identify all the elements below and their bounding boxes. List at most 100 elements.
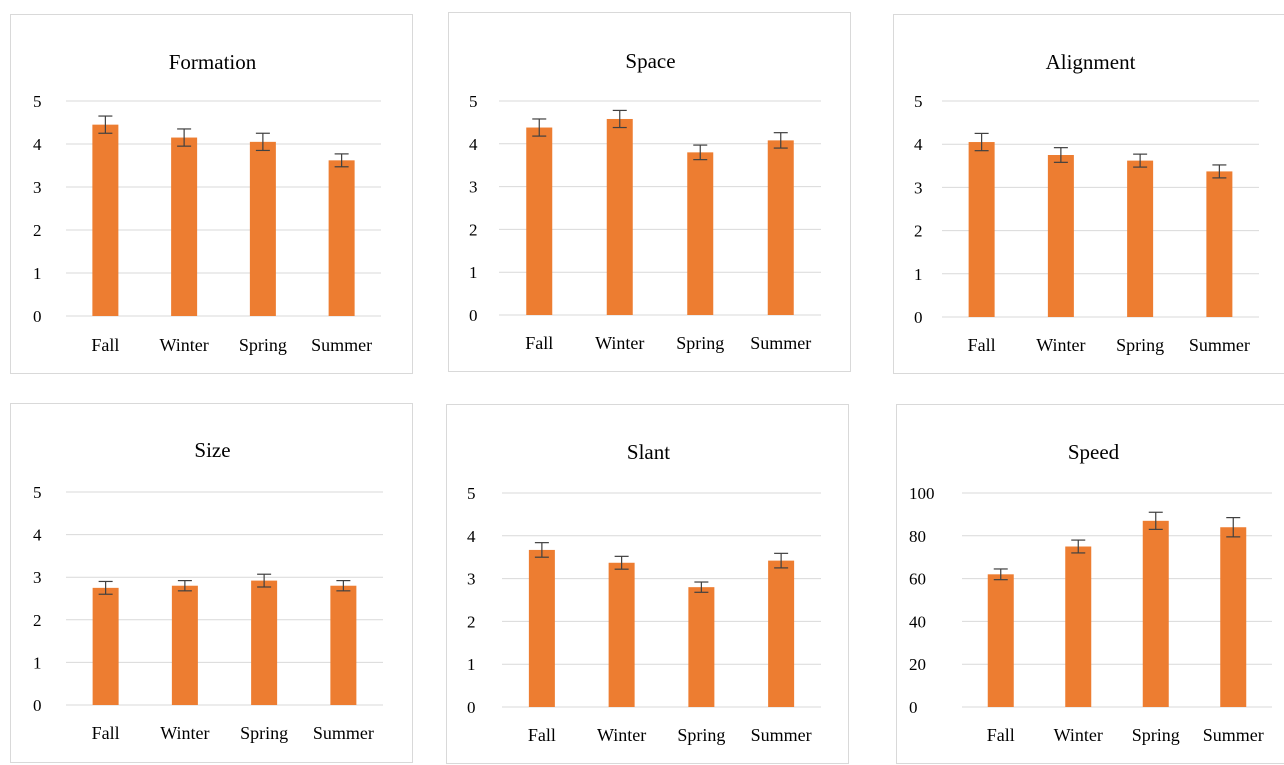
bar bbox=[1065, 546, 1092, 707]
x-tick-label: Fall bbox=[92, 723, 120, 743]
x-tick-label: Summer bbox=[751, 725, 812, 745]
bar bbox=[688, 587, 715, 707]
chart-svg: Formation 0 1 2 3 4 5 Fall Winter Spring Summer bbox=[33, 50, 381, 355]
bar bbox=[330, 585, 357, 705]
y-tick-label: 2 bbox=[914, 222, 923, 241]
bar bbox=[1047, 155, 1074, 317]
error-bar bbox=[1053, 147, 1068, 163]
bar bbox=[608, 562, 635, 707]
bar bbox=[171, 137, 198, 316]
error-bar bbox=[177, 128, 192, 147]
bar bbox=[328, 160, 355, 316]
bar bbox=[687, 152, 714, 315]
chart-svg: Speed 0 20 40 60 80 100 Fall Winter Spring Summer bbox=[909, 440, 1272, 745]
x-tick-label: Winter bbox=[160, 723, 209, 743]
x-tick-label: Winter bbox=[159, 335, 208, 355]
error-bar bbox=[694, 581, 709, 593]
y-tick-label: 4 bbox=[469, 135, 478, 154]
y-tick-label: 2 bbox=[469, 220, 478, 239]
error-bar bbox=[774, 552, 789, 569]
x-tick-label: Spring bbox=[1132, 725, 1180, 745]
error-bar bbox=[612, 109, 627, 129]
y-tick-label: 0 bbox=[33, 307, 42, 326]
error-bar bbox=[1212, 164, 1227, 179]
error-bar bbox=[993, 568, 1008, 581]
y-tick-label: 1 bbox=[469, 263, 478, 282]
bar bbox=[606, 118, 633, 315]
x-tick-label: Spring bbox=[676, 333, 724, 353]
x-tick-label: Spring bbox=[240, 723, 288, 743]
bar bbox=[92, 124, 119, 317]
chart-title: Formation bbox=[169, 50, 257, 74]
x-tick-label: Winter bbox=[1054, 725, 1103, 745]
y-tick-label: 3 bbox=[469, 178, 478, 197]
x-tick-label: Summer bbox=[1189, 335, 1250, 355]
y-tick-label: 1 bbox=[914, 265, 923, 284]
chart-panel-alignment: Alignment 0 1 2 3 4 5 Fall Winter Spring Summer bbox=[893, 14, 1284, 374]
error-bar bbox=[974, 132, 989, 152]
chart-title: Space bbox=[625, 49, 675, 73]
bar bbox=[1220, 527, 1247, 707]
bar bbox=[1142, 520, 1169, 707]
y-tick-label: 4 bbox=[467, 527, 476, 546]
bar bbox=[249, 141, 276, 316]
y-tick-label: 5 bbox=[469, 92, 478, 111]
y-tick-label: 4 bbox=[33, 135, 42, 154]
bar bbox=[1127, 160, 1154, 317]
chart-svg: Slant 0 1 2 3 4 5 Fall Winter Spring Summer bbox=[467, 440, 821, 745]
x-tick-label: Spring bbox=[1116, 335, 1164, 355]
y-tick-label: 2 bbox=[467, 612, 476, 631]
y-tick-label: 0 bbox=[469, 306, 478, 325]
y-tick-label: 1 bbox=[33, 264, 42, 283]
x-tick-label: Fall bbox=[528, 725, 556, 745]
error-bar bbox=[257, 573, 272, 588]
x-tick-label: Fall bbox=[987, 725, 1015, 745]
y-tick-label: 0 bbox=[467, 698, 476, 717]
error-bar bbox=[255, 132, 270, 152]
bar bbox=[528, 549, 555, 707]
y-tick-label: 2 bbox=[33, 611, 42, 630]
error-bar bbox=[177, 580, 192, 592]
chart-panel-formation: Formation 0 1 2 3 4 5 Fall Winter Spring Summer bbox=[10, 14, 413, 374]
y-tick-label: 20 bbox=[909, 655, 926, 674]
y-tick-label: 5 bbox=[33, 483, 42, 502]
x-tick-label: Winter bbox=[595, 333, 644, 353]
y-tick-label: 3 bbox=[33, 178, 42, 197]
bar bbox=[767, 140, 794, 315]
error-bar bbox=[532, 118, 547, 137]
y-tick-label: 5 bbox=[914, 92, 923, 111]
x-tick-label: Summer bbox=[1203, 725, 1264, 745]
bar bbox=[171, 585, 198, 705]
x-tick-label: Winter bbox=[597, 725, 646, 745]
x-tick-label: Spring bbox=[677, 725, 725, 745]
error-bar bbox=[1133, 153, 1148, 168]
chart-svg: Space 0 1 2 3 4 5 Fall Winter Spring Summer bbox=[469, 49, 821, 353]
bar bbox=[987, 574, 1014, 707]
y-tick-label: 5 bbox=[33, 92, 42, 111]
y-tick-label: 0 bbox=[909, 698, 918, 717]
y-tick-label: 1 bbox=[467, 655, 476, 674]
bar bbox=[968, 142, 995, 317]
x-tick-label: Fall bbox=[525, 333, 553, 353]
error-bar bbox=[336, 580, 351, 592]
error-bar bbox=[773, 132, 788, 149]
y-tick-label: 60 bbox=[909, 570, 926, 589]
y-tick-label: 100 bbox=[909, 484, 935, 503]
error-bar bbox=[334, 153, 349, 168]
y-tick-label: 2 bbox=[33, 221, 42, 240]
error-bar bbox=[98, 115, 113, 134]
chart-title: Size bbox=[194, 438, 230, 462]
error-bar bbox=[1226, 517, 1241, 538]
y-tick-label: 1 bbox=[33, 653, 42, 672]
y-tick-label: 80 bbox=[909, 527, 926, 546]
y-tick-label: 0 bbox=[33, 696, 42, 715]
bar bbox=[1206, 171, 1233, 317]
error-bar bbox=[1148, 511, 1163, 530]
x-tick-label: Fall bbox=[968, 335, 996, 355]
chart-title: Slant bbox=[627, 440, 670, 464]
x-tick-label: Summer bbox=[311, 335, 372, 355]
y-tick-label: 4 bbox=[33, 526, 42, 545]
y-tick-label: 0 bbox=[914, 308, 923, 327]
chart-title: Speed bbox=[1068, 440, 1120, 464]
error-bar bbox=[614, 555, 629, 570]
